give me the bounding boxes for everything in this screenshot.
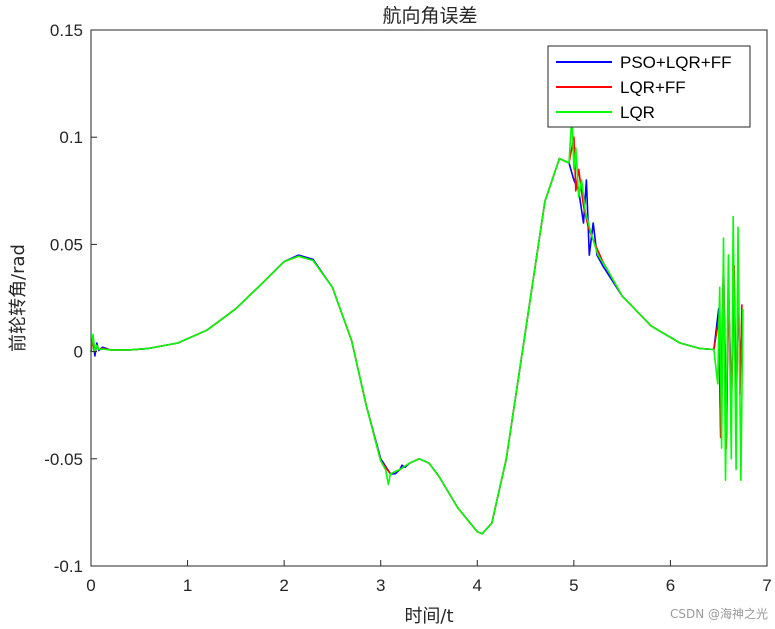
y-tick-label: 0	[74, 343, 83, 362]
y-tick-label: 0.05	[50, 235, 83, 254]
x-tick-label: 4	[473, 576, 482, 595]
legend-label-lqr: LQR	[620, 103, 655, 122]
x-tick-label: 5	[569, 576, 578, 595]
y-tick-label: -0.1	[54, 557, 83, 576]
x-tick-label: 3	[376, 576, 385, 595]
y-axis-label: 前轮转角/rad	[8, 244, 29, 352]
chart-title: 航向角误差	[382, 5, 477, 27]
ticks-layer: 0 1 2 3 4 5 6 7 -0.1 -0.05 0 0.05 0.1 0.15	[44, 21, 771, 595]
x-tick-label: 1	[183, 576, 192, 595]
legend-label-lqr-ff: LQR+FF	[620, 78, 686, 97]
y-tick-label: -0.05	[44, 450, 83, 469]
y-tick-label: 0.1	[59, 128, 83, 147]
series-layer	[90, 115, 744, 535]
y-tick-label: 0.15	[50, 21, 83, 40]
axes-frame	[90, 29, 768, 567]
series-line-lqr	[90, 115, 744, 535]
x-tick-label: 0	[86, 576, 95, 595]
x-axis-label: 时间/t	[404, 606, 453, 627]
legend: PSO+LQR+FF LQR+FF LQR	[547, 45, 751, 128]
legend-label-pso-lqr-ff: PSO+LQR+FF	[620, 53, 731, 72]
watermark: CSDN @海神之光	[670, 606, 768, 621]
x-tick-label: 7	[762, 576, 771, 595]
x-tick-label: 2	[279, 576, 288, 595]
x-tick-label: 6	[666, 576, 675, 595]
